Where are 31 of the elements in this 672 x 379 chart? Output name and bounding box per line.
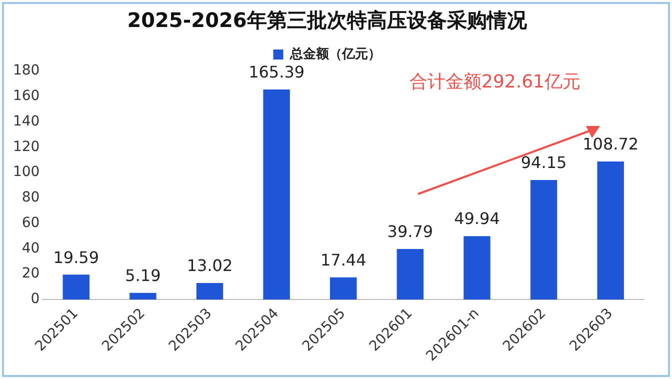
y-tick-label: 80 [22,190,40,206]
bar [196,282,224,300]
data-label: 19.59 [53,248,100,267]
y-tick-label: 0 [30,291,40,308]
data-label: 49.94 [454,209,500,228]
y-tick-label: 40 [22,240,40,256]
data-label: 17.44 [320,250,366,270]
bar [464,236,490,300]
bar [130,292,156,300]
data-label: 165.39 [248,62,305,82]
y-tick-label: 100 [12,164,40,180]
bar [530,180,558,300]
y-tick-label: 20 [22,266,40,282]
y-tick-label: 180 [12,62,40,79]
data-label: 108.72 [582,134,639,154]
data-label: 39.79 [387,222,434,242]
bar [263,90,290,300]
bar [62,274,90,300]
y-tick-label: 160 [12,88,40,104]
bar [330,277,357,300]
annotation: 合计金额292.61亿元 [410,72,580,93]
bar [396,248,424,300]
bar [597,161,624,300]
y-tick-label: 120 [12,138,40,155]
data-label: 5.19 [125,266,161,286]
data-label: 94.15 [520,153,567,172]
y-tick-label: 60 [22,214,40,231]
data-label: 13.02 [186,256,233,276]
y-tick-label: 140 [12,113,40,130]
legend-label: 总金额（亿元） [288,46,381,62]
chart-title: 2025-2026年第三批次特高压设备采购情况 [127,8,528,32]
